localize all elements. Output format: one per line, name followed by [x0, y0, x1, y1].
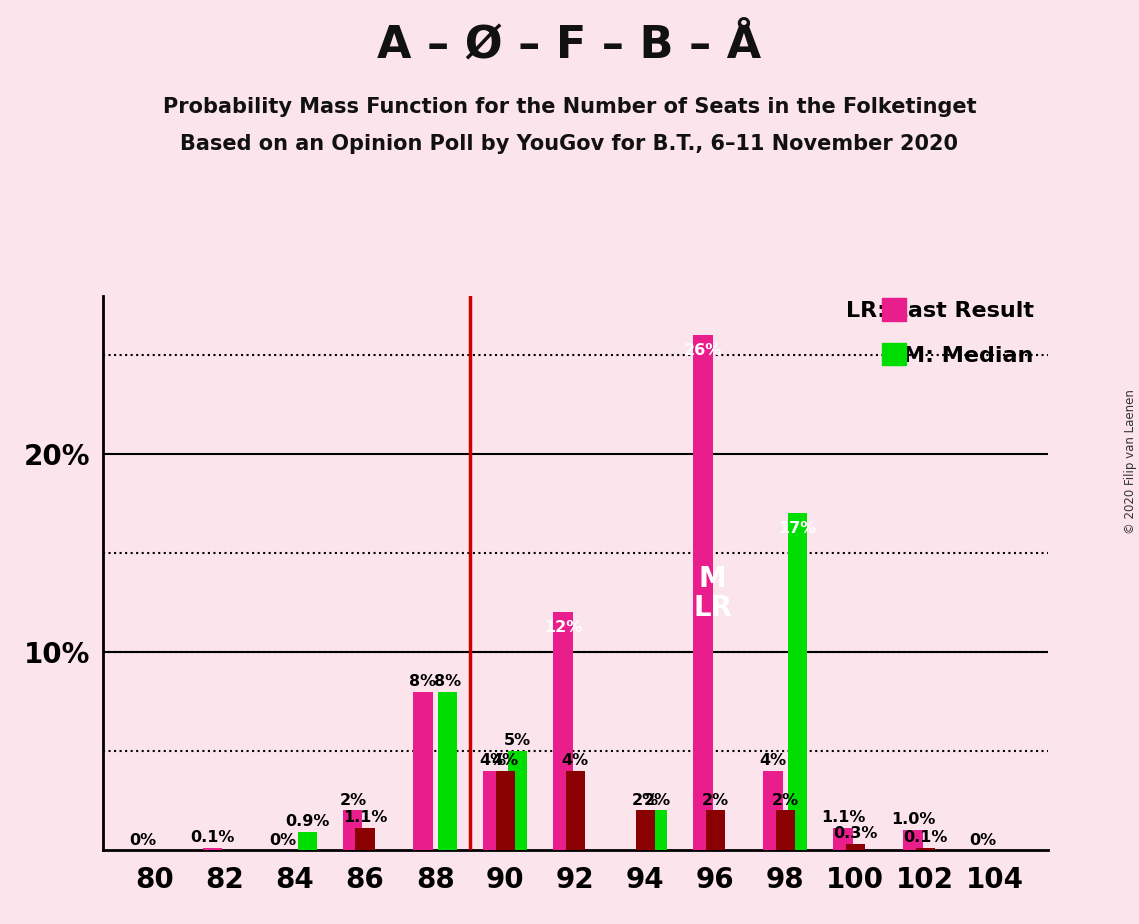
Bar — [495, 771, 515, 850]
Bar — [413, 692, 433, 850]
Bar — [903, 831, 923, 850]
Bar — [788, 514, 808, 850]
Bar — [834, 828, 853, 850]
Text: M: M — [699, 565, 727, 592]
Bar — [694, 335, 713, 850]
Text: 2%: 2% — [339, 793, 367, 808]
Bar — [648, 810, 667, 850]
Bar — [916, 848, 935, 850]
Text: 2%: 2% — [632, 793, 658, 808]
Text: 0.3%: 0.3% — [833, 826, 877, 841]
Text: 4%: 4% — [480, 753, 507, 768]
Text: 2%: 2% — [702, 793, 729, 808]
Text: Based on an Opinion Poll by YouGov for B.T., 6–11 November 2020: Based on an Opinion Poll by YouGov for B… — [180, 134, 959, 154]
Text: 1.0%: 1.0% — [891, 812, 935, 827]
Text: © 2020 Filip van Laenen: © 2020 Filip van Laenen — [1124, 390, 1137, 534]
Bar — [636, 810, 655, 850]
Bar — [437, 692, 457, 850]
Bar — [883, 298, 907, 321]
Bar — [343, 810, 362, 850]
Bar — [483, 771, 502, 850]
Text: 1.1%: 1.1% — [821, 810, 866, 825]
Bar — [763, 771, 782, 850]
Bar — [297, 833, 317, 850]
Text: 1.1%: 1.1% — [343, 810, 387, 825]
Text: 26%: 26% — [683, 343, 722, 359]
Text: 0.1%: 0.1% — [190, 830, 235, 845]
Text: 2%: 2% — [644, 793, 671, 808]
Text: 17%: 17% — [778, 521, 817, 537]
Text: 8%: 8% — [409, 674, 436, 688]
Text: 0.1%: 0.1% — [903, 830, 948, 845]
Bar — [845, 845, 865, 850]
Text: 12%: 12% — [543, 620, 582, 636]
Text: 0.9%: 0.9% — [285, 814, 329, 830]
Text: 0%: 0% — [129, 833, 156, 848]
Text: 5%: 5% — [503, 733, 531, 748]
Bar — [883, 343, 907, 365]
Text: 2%: 2% — [772, 793, 798, 808]
Bar — [508, 751, 527, 850]
Bar — [566, 771, 584, 850]
Text: A – Ø – F – B – Å: A – Ø – F – B – Å — [377, 23, 762, 67]
Text: LR: Last Result: LR: Last Result — [845, 301, 1034, 322]
Bar — [776, 810, 795, 850]
Bar — [203, 848, 222, 850]
Text: 0%: 0% — [269, 833, 296, 848]
Text: M: Median: M: Median — [903, 346, 1034, 366]
Text: 4%: 4% — [760, 753, 787, 768]
Text: 4%: 4% — [562, 753, 589, 768]
Text: 0%: 0% — [969, 833, 997, 848]
Text: 8%: 8% — [434, 674, 461, 688]
Bar — [554, 613, 573, 850]
Bar — [355, 828, 375, 850]
Text: LR: LR — [694, 594, 732, 623]
Text: Probability Mass Function for the Number of Seats in the Folketinget: Probability Mass Function for the Number… — [163, 97, 976, 117]
Bar — [706, 810, 724, 850]
Text: 4%: 4% — [492, 753, 518, 768]
